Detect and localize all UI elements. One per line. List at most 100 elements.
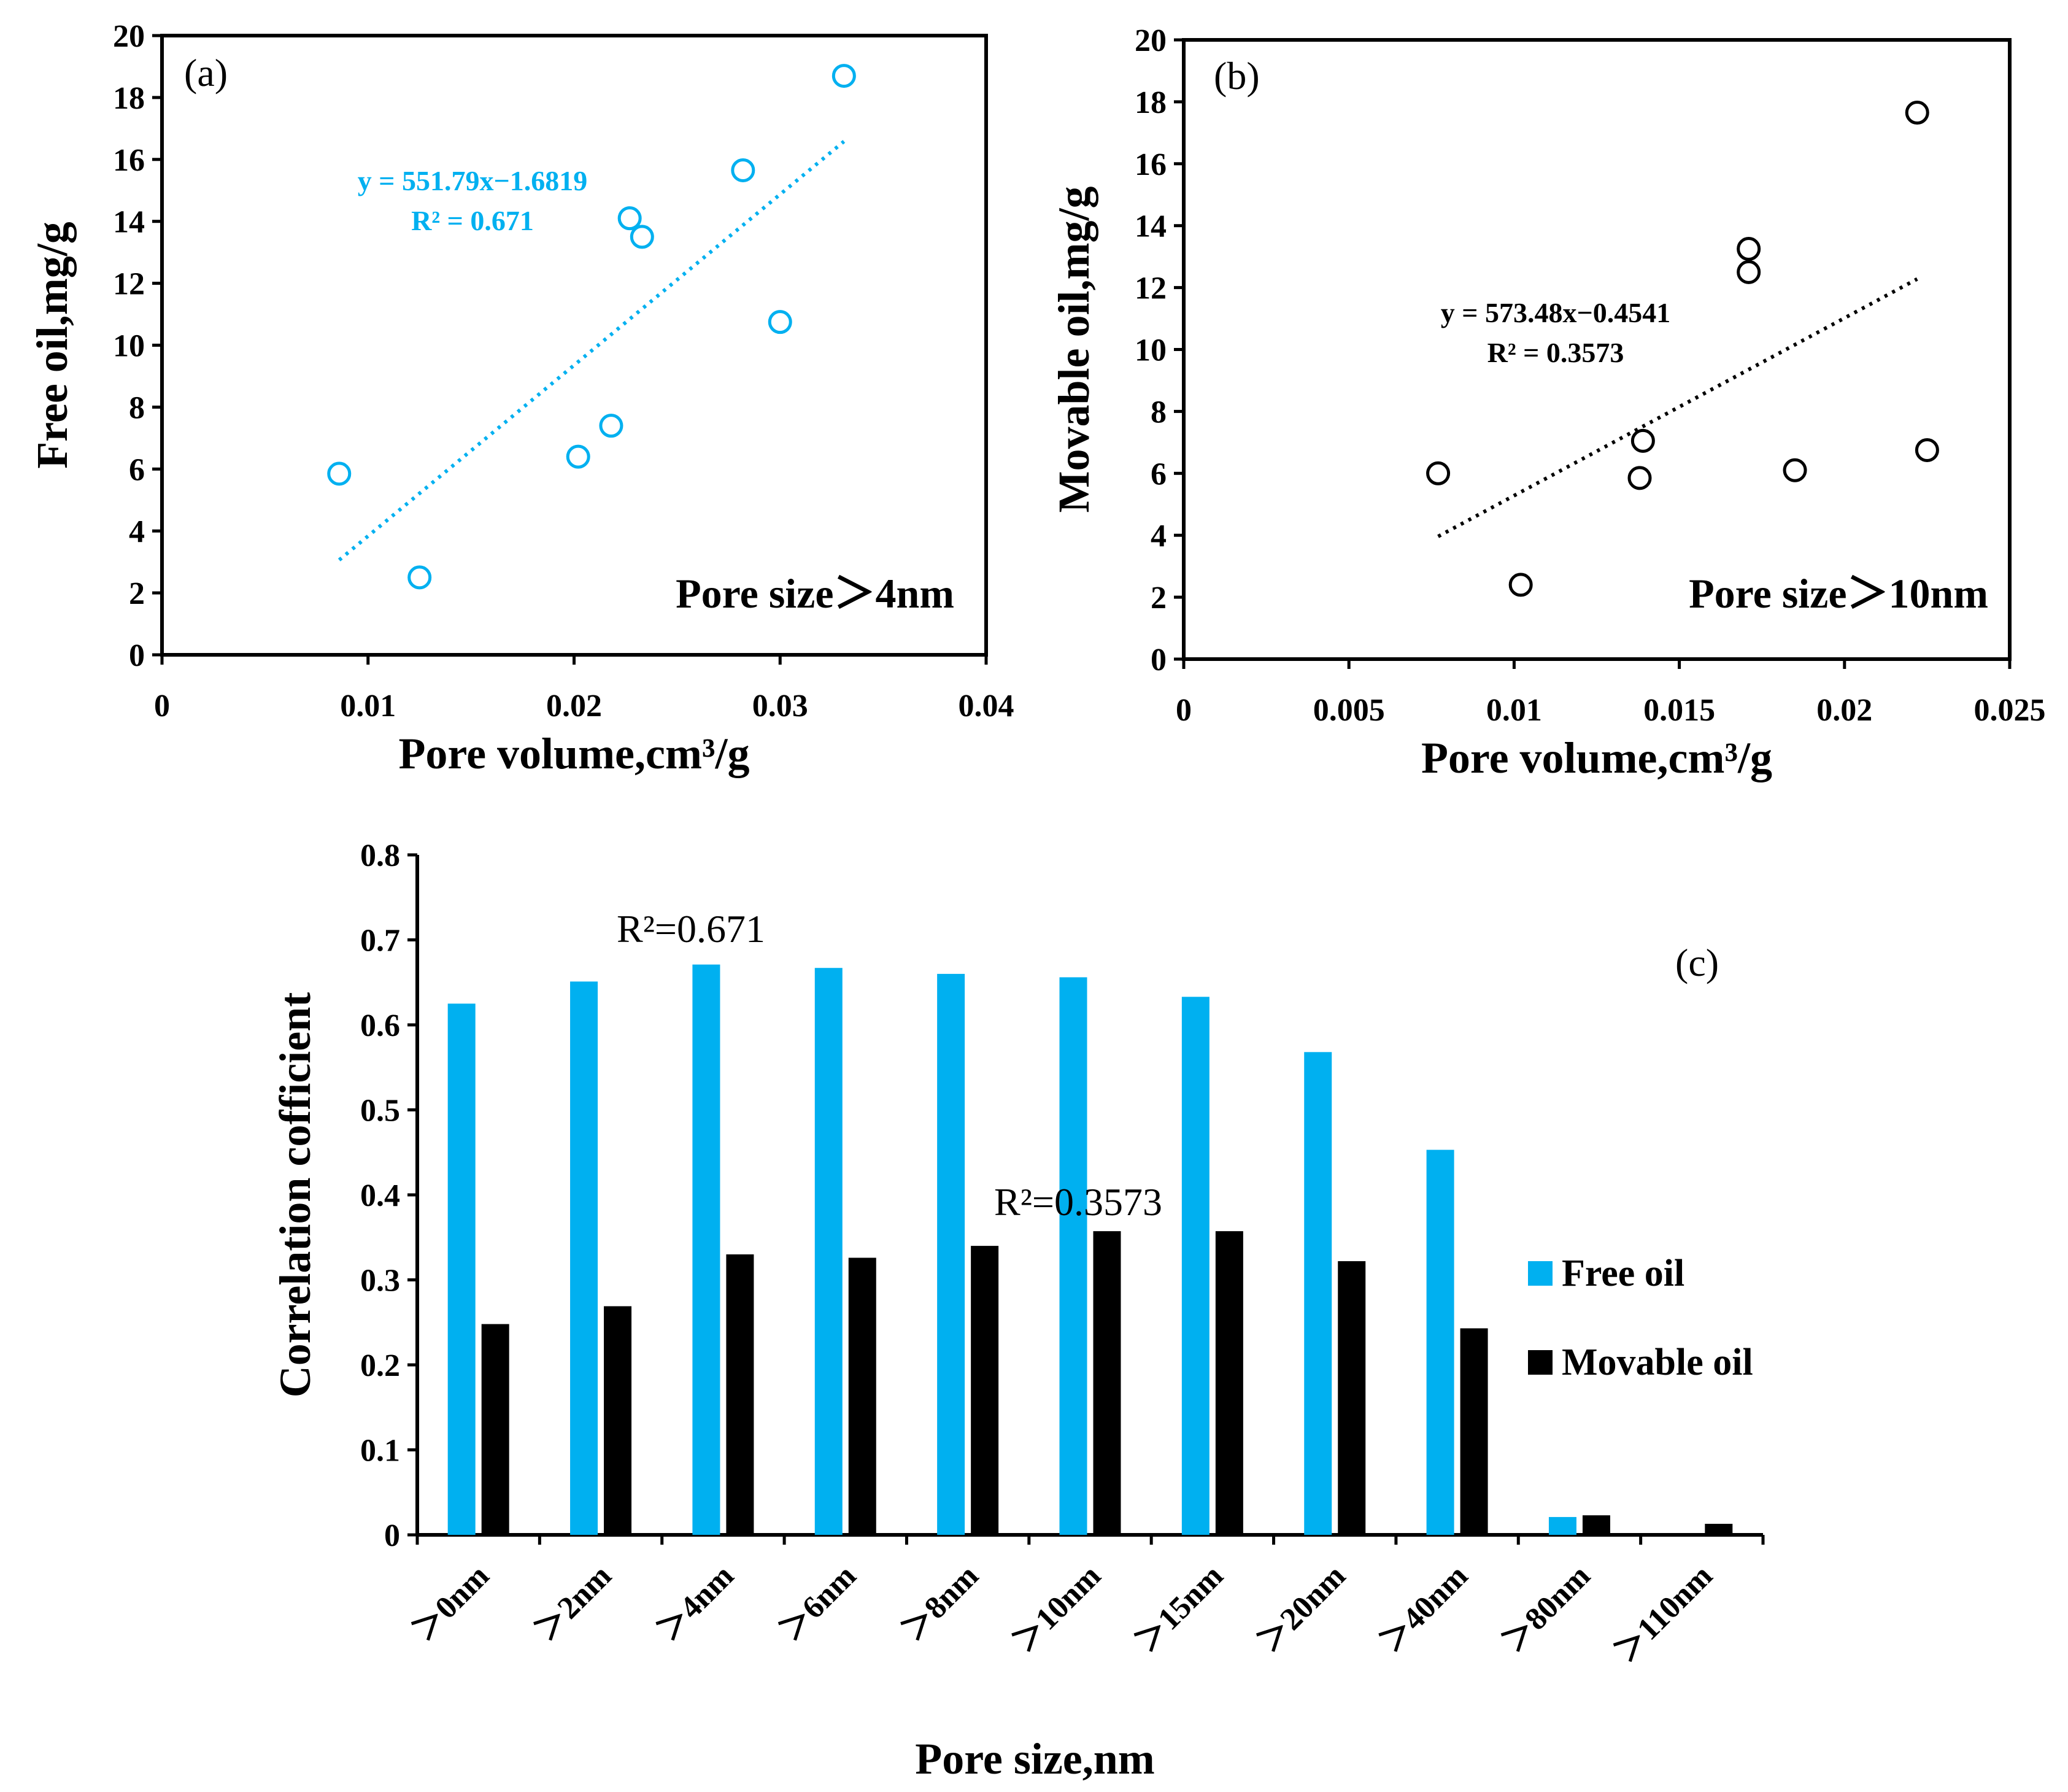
data-point <box>630 225 654 249</box>
movable-oil-bar <box>1582 1515 1610 1535</box>
panel-label: (b) <box>1214 54 1260 98</box>
y-tick-label: 8 <box>1151 395 1167 430</box>
y-tick-label: 2 <box>1151 581 1167 616</box>
pore-size-annotation: Pore size＞4nm <box>676 570 954 617</box>
y-tick-label: 16 <box>113 143 145 178</box>
r-squared: R² = 0.671 <box>411 205 534 236</box>
y-tick-label: 10 <box>1135 333 1167 368</box>
y-tick-label: 0.1 <box>360 1434 400 1469</box>
data-point <box>1737 237 1761 261</box>
y-tick-label: 4 <box>129 514 145 549</box>
y-tick-label: 18 <box>1135 85 1167 120</box>
x-tick-label: 0.02 <box>1816 693 1872 728</box>
y-tick-label: 6 <box>129 452 145 487</box>
y-tick-label: 20 <box>1135 23 1167 58</box>
movable-oil-bar <box>848 1257 876 1535</box>
data-point <box>1783 458 1807 482</box>
y-tick-label: 0 <box>1151 643 1167 678</box>
movable-oil-bar <box>1093 1231 1121 1535</box>
x-tick-label: ＞6nm <box>773 1558 863 1648</box>
y-tick-label: 20 <box>113 19 145 54</box>
y-tick-label: 0.3 <box>360 1264 400 1299</box>
data-point <box>1426 461 1451 485</box>
annotation-free-oil-r2: R²=0.671 <box>617 907 765 951</box>
x-tick-label: 0.03 <box>752 689 808 724</box>
data-point <box>327 462 352 486</box>
free-oil-bar <box>937 973 965 1535</box>
free-oil-bar <box>1304 1052 1332 1535</box>
x-tick-label: ＞2nm <box>528 1558 619 1648</box>
free-oil-bar <box>447 1003 476 1535</box>
annotation-movable-oil-r2: R²=0.3573 <box>994 1180 1162 1224</box>
data-point <box>407 565 432 590</box>
x-axis-title: Pore volume,cm³/g <box>398 729 749 778</box>
x-tick-label: 0.01 <box>1486 693 1542 728</box>
panel-label: (a) <box>184 51 228 95</box>
y-tick-label: 0.2 <box>360 1348 400 1383</box>
y-tick-label: 0 <box>129 638 145 673</box>
x-tick-label: 0.04 <box>959 689 1014 724</box>
movable-oil-bar <box>1460 1328 1488 1535</box>
y-tick-label: 0.4 <box>360 1178 400 1213</box>
trendline <box>338 140 846 562</box>
chart-c-correlation-bars: 0 0.1 0.2 0.3 0.4 0.5 0.6 0.7 0.8 ＞0nm ＞2nm ＞4nm ＞6n… <box>271 838 1765 1783</box>
y-tick-label: 0.8 <box>360 838 400 873</box>
x-tick-label: ＞110nm <box>1608 1558 1719 1669</box>
x-tick-label: 0.015 <box>1643 693 1715 728</box>
x-tick-label: ＞8nm <box>895 1558 986 1648</box>
legend-movable-oil-swatch <box>1528 1350 1553 1375</box>
x-tick-label: ＞40nm <box>1373 1558 1475 1659</box>
y-axis-title: Free oil,mg/g <box>28 222 77 469</box>
data-point <box>1627 466 1652 490</box>
x-tick-label: ＞10nm <box>1006 1558 1108 1659</box>
chart-a-free-oil: 0 2 4 6 8 10 12 14 16 18 20 0 0.01 0.02 0.03 0.04 Pore v… <box>28 19 1014 778</box>
data-point <box>831 64 856 88</box>
data-point <box>768 310 792 334</box>
x-tick-label: 0 <box>1176 693 1192 728</box>
y-tick-label: 0.6 <box>360 1008 400 1043</box>
x-tick-label: ＞15nm <box>1129 1558 1230 1659</box>
free-oil-bar <box>1426 1149 1454 1535</box>
y-tick-label: 14 <box>113 205 145 240</box>
y-tick-label: 12 <box>113 267 145 302</box>
movable-oil-bar <box>1705 1523 1733 1535</box>
x-tick-label: ＞20nm <box>1251 1558 1352 1659</box>
free-oil-bar <box>692 964 720 1535</box>
pore-size-annotation: Pore size＞10nm <box>1689 570 1988 617</box>
r-squared: R² = 0.3573 <box>1487 337 1624 368</box>
x-tick-label: ＞80nm <box>1496 1558 1597 1659</box>
movable-oil-bar <box>726 1254 754 1535</box>
chart-b-movable-oil: 0 2 4 6 8 10 12 14 16 18 20 0 0.005 0.01 0.015 0.02 0.02… <box>1049 23 2046 782</box>
y-tick-label: 12 <box>1135 271 1167 306</box>
x-axis-title: Pore volume,cm³/g <box>1421 733 1772 782</box>
data-point <box>1905 101 1929 125</box>
movable-oil-bar <box>1215 1231 1243 1535</box>
y-tick-label: 18 <box>113 81 145 116</box>
movable-oil-bar <box>481 1324 509 1535</box>
data-point <box>566 444 590 469</box>
movable-oil-bar <box>971 1246 999 1535</box>
free-oil-bar <box>1548 1516 1576 1535</box>
data-point <box>731 158 755 182</box>
x-tick-label: 0.025 <box>1974 693 2046 728</box>
movable-oil-bar <box>604 1306 632 1535</box>
x-tick-label: ＞4nm <box>650 1558 741 1648</box>
x-tick-label: 0.005 <box>1313 693 1385 728</box>
y-axis-title: Movable oil,mg/g <box>1049 187 1098 513</box>
y-tick-label: 0.5 <box>360 1094 400 1129</box>
y-axis-title: Correlation cofficient <box>271 992 320 1397</box>
y-tick-label: 4 <box>1151 519 1167 554</box>
y-tick-label: 8 <box>129 390 145 425</box>
data-point <box>1630 428 1655 453</box>
trend-equation: y = 573.48x−0.4541 <box>1441 297 1670 328</box>
plot-frame <box>160 34 988 657</box>
legend-free-oil-label: Free oil <box>1562 1253 1684 1294</box>
trend-equation: y = 551.79x−1.6819 <box>358 165 587 196</box>
y-tick-label: 14 <box>1135 209 1167 244</box>
free-oil-bar <box>1059 977 1087 1535</box>
y-tick-label: 0 <box>384 1518 400 1553</box>
free-oil-bar <box>570 981 598 1535</box>
x-axis-title: Pore size,nm <box>915 1734 1155 1783</box>
data-point <box>1737 260 1761 284</box>
free-oil-bar <box>1181 997 1210 1535</box>
